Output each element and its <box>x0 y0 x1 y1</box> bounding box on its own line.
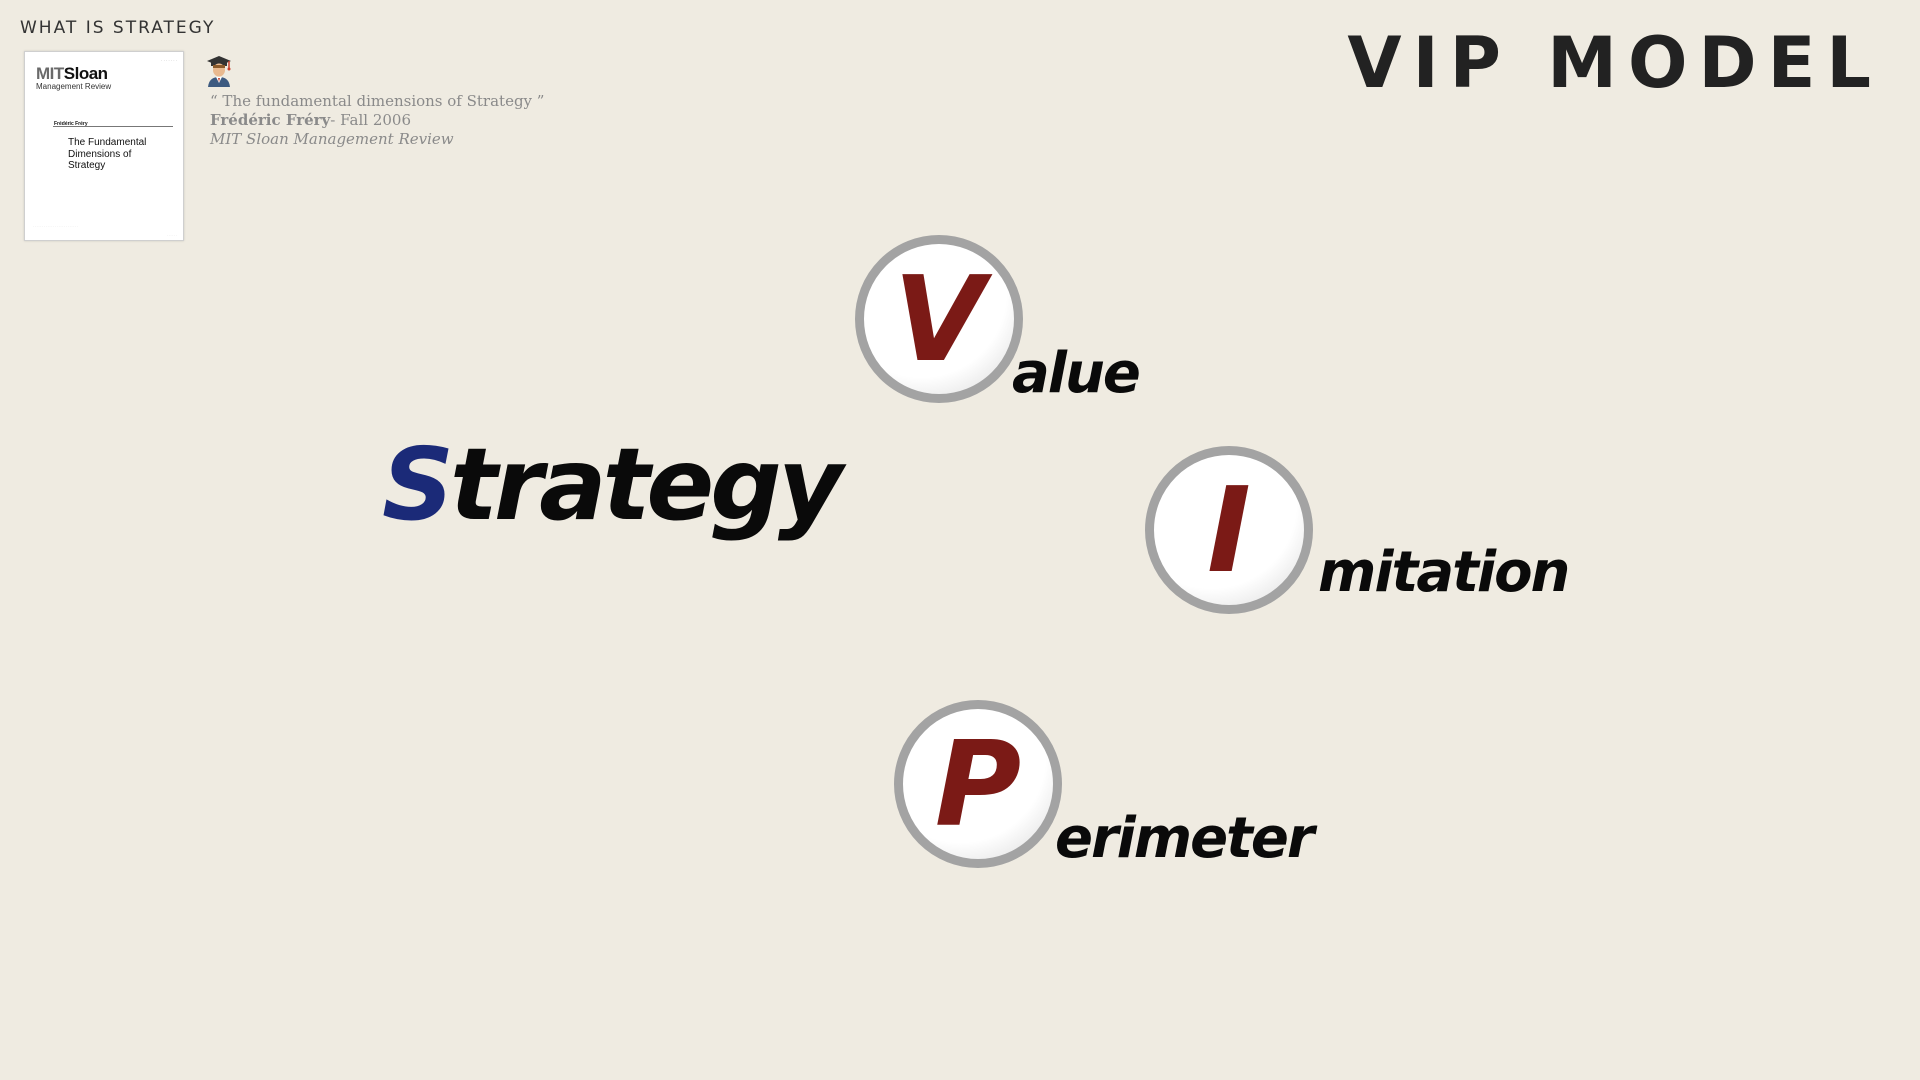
strategy-initial: S <box>382 426 454 543</box>
thumbnail-brand-sub: Management Review <box>36 82 112 91</box>
imitation-word: mitation <box>1318 540 1570 605</box>
thumbnail-footnote: · · · · · · · · · · · · · · · · · · · · … <box>33 224 78 228</box>
strategy-rest: trategy <box>450 426 843 543</box>
perimeter-letter: P <box>934 715 1022 853</box>
thumbnail-title: The Fundamental Dimensions of Strategy <box>68 137 147 171</box>
article-thumbnail: · · · · · · · MITSloan Management Review… <box>24 51 184 241</box>
citation-date: - Fall 2006 <box>330 111 411 129</box>
citation: “ The fundamental dimensions of Strategy… <box>210 92 544 149</box>
imitation-circle: I <box>1145 446 1313 614</box>
value-letter: V <box>893 250 985 388</box>
page-title: VIP MODEL <box>1347 22 1882 104</box>
thumbnail-brand: MITSloan <box>36 64 108 83</box>
imitation-letter: I <box>1207 461 1251 599</box>
citation-quote: “ The fundamental dimensions of Strategy… <box>210 92 545 110</box>
value-word: alue <box>1012 341 1141 406</box>
section-label: WHAT IS STRATEGY <box>20 18 216 38</box>
thumbnail-author: Frédéric Fréry <box>54 121 88 127</box>
thumbnail-footer: · · · · · · <box>166 233 177 237</box>
graduate-icon <box>207 56 231 87</box>
value-circle: V <box>855 235 1023 403</box>
thumbnail-divider <box>53 126 173 127</box>
citation-journal: MIT Sloan Management Review <box>210 130 454 148</box>
citation-author: Frédéric Fréry <box>210 111 331 129</box>
perimeter-circle: P <box>894 700 1062 868</box>
perimeter-word: erimeter <box>1055 806 1314 871</box>
strategy-word: Strategy <box>382 430 843 540</box>
citation-author-line: Frédéric Fréry- Fall 2006 <box>210 111 544 130</box>
